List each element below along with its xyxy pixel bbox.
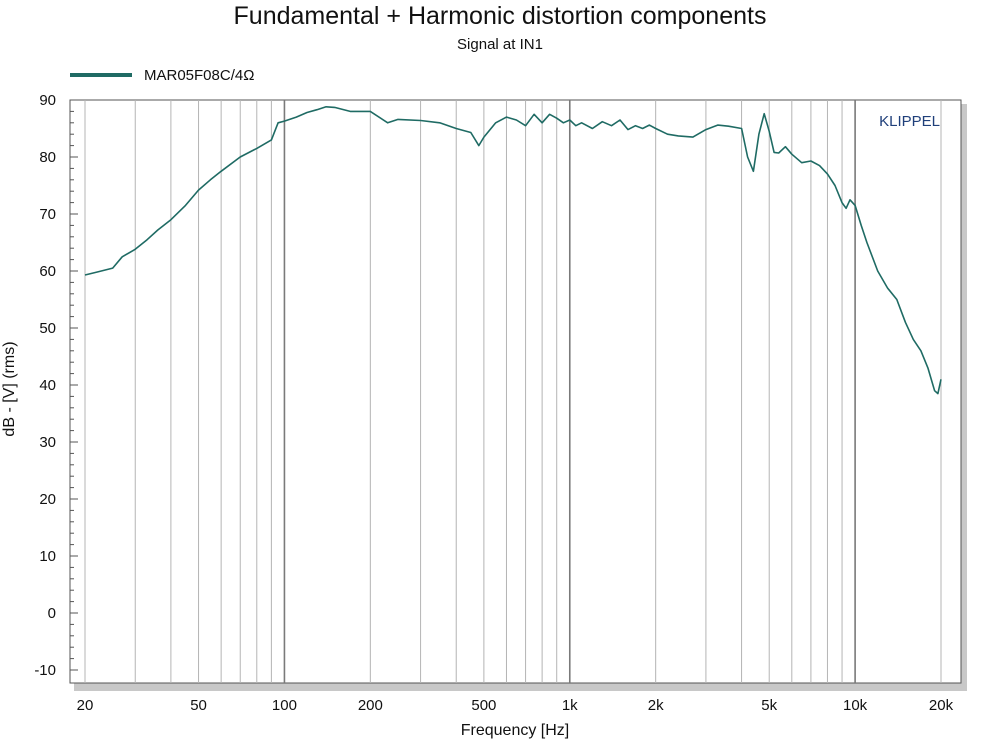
y-tick-label: 40 <box>39 377 56 394</box>
x-tick-label: 1k <box>562 697 578 714</box>
plot-area <box>69 99 962 684</box>
y-tick-label: 70 <box>39 206 56 223</box>
x-tick-label: 500 <box>471 697 496 714</box>
y-tick-label: 90 <box>39 92 56 109</box>
y-tick-label: 60 <box>39 263 56 280</box>
x-tick-label: 20 <box>77 697 94 714</box>
y-tick-label: 30 <box>39 434 56 451</box>
chart-title: Fundamental + Harmonic distortion compon… <box>233 2 767 30</box>
y-tick-label: 10 <box>39 548 56 565</box>
x-tick-label: 5k <box>761 697 777 714</box>
y-tick-label: 20 <box>39 491 56 508</box>
y-tick-label: 50 <box>39 320 56 337</box>
y-tick-label: 0 <box>48 605 56 622</box>
legend-swatch <box>70 73 132 77</box>
legend-label: MAR05F08C/4Ω <box>144 66 255 84</box>
legend: MAR05F08C/4Ω <box>70 64 254 86</box>
x-tick-label: 200 <box>358 697 383 714</box>
x-tick-label: 10k <box>843 697 868 714</box>
chart-subtitle: Signal at IN1 <box>457 36 543 53</box>
x-tick-label: 50 <box>190 697 207 714</box>
series-line <box>84 106 942 395</box>
x-tick-label: 20k <box>929 697 954 714</box>
y-tick-label: 80 <box>39 149 56 166</box>
y-tick-label: -10 <box>34 662 56 679</box>
y-axis-label: dB - [V] (rms) <box>1 341 18 437</box>
x-axis-label: Frequency [Hz] <box>460 722 570 739</box>
x-tick-label: 2k <box>648 697 664 714</box>
x-tick-label: 100 <box>272 697 297 714</box>
watermark-label: KLIPPEL <box>879 113 940 130</box>
